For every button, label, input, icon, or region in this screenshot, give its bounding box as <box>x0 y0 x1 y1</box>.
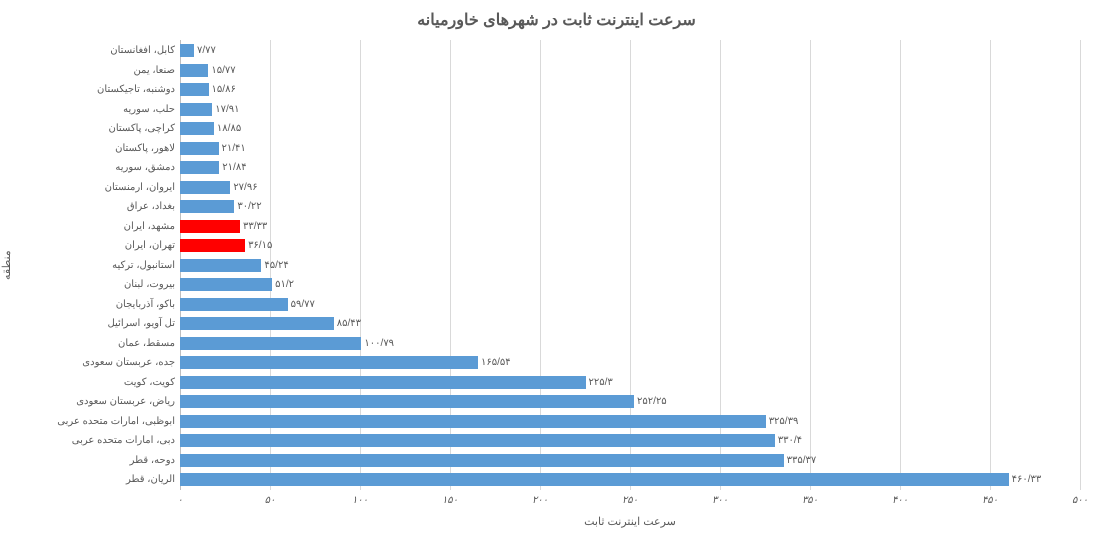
bar: ۱۶۵/۵۴ <box>180 356 478 369</box>
bar: ۲۱/۴۱ <box>180 142 219 155</box>
category-label: بیروت، لبنان <box>5 278 175 291</box>
bar: ۴۵/۲۴ <box>180 259 261 272</box>
category-label: باکو، آذربایجان <box>5 298 175 311</box>
bar: ۴۶۰/۳۳ <box>180 473 1009 486</box>
category-label: ابوظبی، امارات متحده عربی <box>5 415 175 428</box>
x-tick-label: ۵۰۰ <box>1072 495 1088 506</box>
category-label: استانبول، ترکیه <box>5 259 175 272</box>
bar-value-label: ۱۵/۷۷ <box>211 64 235 77</box>
bar-value-label: ۲۱/۴۱ <box>222 142 246 155</box>
bar: ۳۳۰/۴ <box>180 434 775 447</box>
category-label: تهران، ایران <box>5 239 175 252</box>
bar-value-label: ۱۵/۸۶ <box>212 83 236 96</box>
plot: ۰۵۰۱۰۰۱۵۰۲۰۰۲۵۰۳۰۰۳۵۰۴۰۰۴۵۰۵۰۰۷/۷۷۱۵/۷۷۱… <box>180 40 1080 490</box>
gridline <box>810 40 811 490</box>
category-label: الریان، قطر <box>5 473 175 486</box>
chart-title: سرعت اینترنت ثابت در شهرهای خاورمیانه <box>0 0 1113 35</box>
bar: ۱۵/۷۷ <box>180 64 208 77</box>
bar: ۵۱/۲ <box>180 278 272 291</box>
bar: ۳۳۵/۳۷ <box>180 454 784 467</box>
bar-value-label: ۲۲۵/۳ <box>589 376 613 389</box>
category-label: ایروان، ارمنستان <box>5 181 175 194</box>
x-tick-label: ۲۵۰ <box>622 495 638 506</box>
gridline <box>990 40 991 490</box>
category-label: صنعا، یمن <box>5 64 175 77</box>
bar: ۲۷/۹۶ <box>180 181 230 194</box>
bar: ۲۵۲/۲۵ <box>180 395 634 408</box>
bar: ۱۷/۹۱ <box>180 103 212 116</box>
category-label: مشهد، ایران <box>5 220 175 233</box>
x-tick-label: ۴۵۰ <box>982 495 998 506</box>
bar-value-label: ۱۶۵/۵۴ <box>481 356 511 369</box>
bar-value-label: ۳۳۰/۴ <box>778 434 802 447</box>
bar-value-label: ۸۵/۴۳ <box>337 317 361 330</box>
bar-value-label: ۷/۷۷ <box>197 44 216 57</box>
category-label: دبی، امارات متحده عربی <box>5 434 175 447</box>
bar-value-label: ۵۹/۷۷ <box>291 298 315 311</box>
bar: ۳۰/۲۲ <box>180 200 234 213</box>
gridline <box>900 40 901 490</box>
bar-value-label: ۳۶/۱۵ <box>248 239 272 252</box>
bar-value-label: ۲۷/۹۶ <box>233 181 257 194</box>
category-label: دوشنبه، تاجیکستان <box>5 83 175 96</box>
category-label: کویت، کویت <box>5 376 175 389</box>
bar-value-label: ۲۵۲/۲۵ <box>637 395 667 408</box>
category-label: لاهور، پاکستان <box>5 142 175 155</box>
bar-value-label: ۴۵/۲۴ <box>264 259 288 272</box>
category-label: جده، عربستان سعودی <box>5 356 175 369</box>
bar-value-label: ۳۳۵/۳۷ <box>787 454 817 467</box>
bar: ۱۰۰/۷۹ <box>180 337 361 350</box>
bar: ۲۲۵/۳ <box>180 376 586 389</box>
x-tick-label: ۲۰۰ <box>532 495 548 506</box>
bar-value-label: ۴۶۰/۳۳ <box>1012 473 1042 486</box>
category-label: بغداد، عراق <box>5 200 175 213</box>
category-label: کابل، افغانستان <box>5 44 175 57</box>
category-label: تل آویو، اسرائیل <box>5 317 175 330</box>
bar: ۷/۷۷ <box>180 44 194 57</box>
category-label: دمشق، سوریه <box>5 161 175 174</box>
bar-value-label: ۵۱/۲ <box>275 278 294 291</box>
category-label: مسقط، عمان <box>5 337 175 350</box>
bar-value-label: ۱۷/۹۱ <box>215 103 239 116</box>
x-tick-label: ۵۰ <box>265 495 276 506</box>
bar-value-label: ۳۰/۲۲ <box>237 200 261 213</box>
bar: ۳۳/۳۳ <box>180 220 240 233</box>
bar: ۳۶/۱۵ <box>180 239 245 252</box>
category-label: کراچی، پاکستان <box>5 122 175 135</box>
chart-plot-area: منطقه ۰۵۰۱۰۰۱۵۰۲۰۰۲۵۰۳۰۰۳۵۰۴۰۰۴۵۰۵۰۰۷/۷۷… <box>180 40 1080 490</box>
category-label: حلب، سوریه <box>5 103 175 116</box>
category-label: دوحه، قطر <box>5 454 175 467</box>
bar-value-label: ۲۱/۸۴ <box>222 161 246 174</box>
bar: ۱۸/۸۵ <box>180 122 214 135</box>
x-tick-label: ۰ <box>177 495 182 506</box>
bar-value-label: ۳۳/۳۳ <box>243 220 267 233</box>
bar-value-label: ۳۲۵/۳۹ <box>769 415 799 428</box>
x-axis-title: سرعت اینترنت ثابت <box>180 515 1080 528</box>
gridline <box>1080 40 1081 490</box>
bar: ۱۵/۸۶ <box>180 83 209 96</box>
x-tick-label: ۳۵۰ <box>802 495 818 506</box>
bar-value-label: ۱۸/۸۵ <box>217 122 241 135</box>
x-tick-label: ۳۰۰ <box>712 495 728 506</box>
bar: ۸۵/۴۳ <box>180 317 334 330</box>
bar: ۵۹/۷۷ <box>180 298 288 311</box>
x-tick-label: ۱۰۰ <box>352 495 368 506</box>
bar-value-label: ۱۰۰/۷۹ <box>364 337 394 350</box>
bar: ۳۲۵/۳۹ <box>180 415 766 428</box>
x-tick-label: ۱۵۰ <box>442 495 458 506</box>
x-tick-label: ۴۰۰ <box>892 495 908 506</box>
category-label: ریاض، عربستان سعودی <box>5 395 175 408</box>
bar: ۲۱/۸۴ <box>180 161 219 174</box>
